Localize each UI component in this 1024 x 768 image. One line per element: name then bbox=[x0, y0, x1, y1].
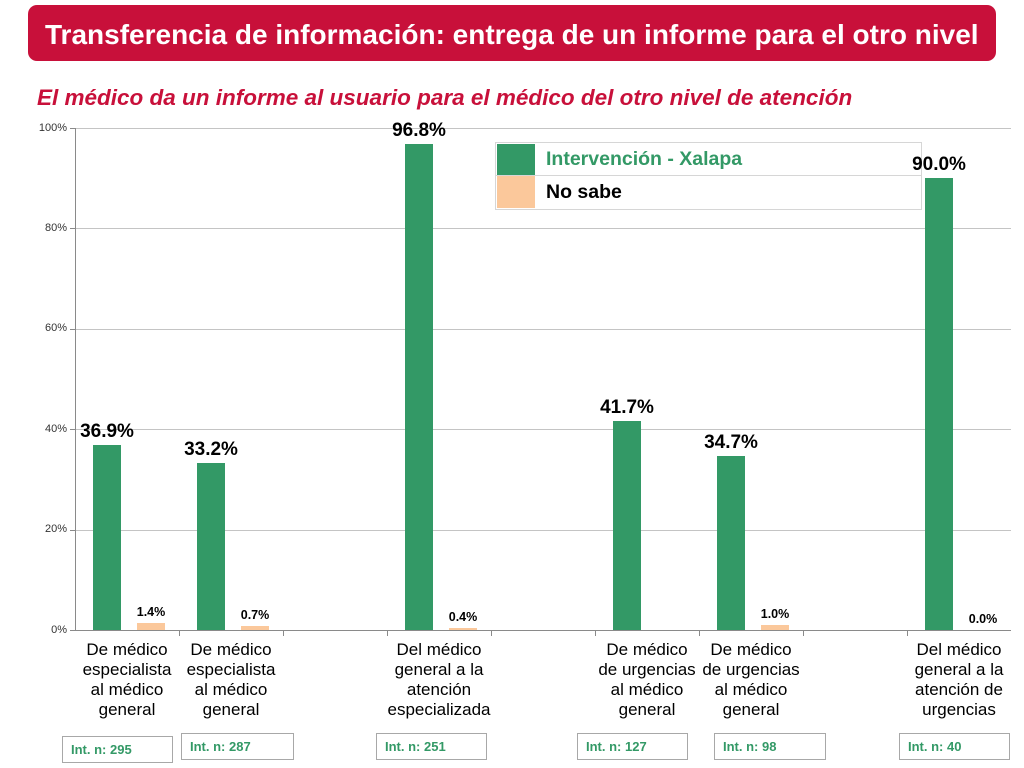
legend-item-intervencion-xalapa: Intervención - Xalapa bbox=[496, 143, 921, 176]
y-tick-label-20: 20% bbox=[44, 523, 67, 536]
x-tick-mark-5 bbox=[595, 630, 596, 636]
bar-intervencion-xalapa-2 bbox=[197, 463, 225, 630]
y-tick-mark-0 bbox=[70, 630, 75, 631]
y-tick-mark-80 bbox=[70, 228, 75, 230]
sample-size-box-5: Int. n: 98 bbox=[714, 733, 826, 760]
y-tick-mark-20 bbox=[70, 529, 75, 531]
y-tick-label-80: 80% bbox=[44, 221, 67, 234]
value-label-no-sabe-9: 0.0% bbox=[968, 612, 998, 626]
category-label-9: Del médico general a la atención de urge… bbox=[914, 640, 1004, 719]
bar-no-sabe-2 bbox=[241, 626, 269, 630]
x-tick-mark-2 bbox=[283, 630, 284, 636]
y-tick-mark-40 bbox=[70, 429, 75, 431]
x-tick-mark-3 bbox=[387, 630, 388, 636]
bar-intervencion-xalapa-4 bbox=[405, 144, 433, 630]
slide-title: Transferencia de información: entrega de… bbox=[45, 19, 979, 50]
bar-intervencion-xalapa-6 bbox=[613, 420, 641, 630]
y-tick-mark-100 bbox=[70, 128, 75, 129]
value-label-intervencion-xalapa-2: 33.2% bbox=[184, 439, 238, 461]
sample-size-box-1: Int. n: 295 bbox=[62, 736, 173, 763]
bar-no-sabe-7 bbox=[761, 624, 789, 630]
bar-no-sabe-4 bbox=[449, 627, 477, 630]
sample-size-box-3: Int. n: 251 bbox=[376, 733, 487, 760]
legend-swatch-no-sabe bbox=[497, 176, 535, 208]
x-tick-mark-1 bbox=[179, 630, 180, 636]
x-tick-mark-8 bbox=[907, 630, 908, 636]
y-tick-label-100: 100% bbox=[38, 121, 67, 134]
legend-swatch-intervencion-xalapa bbox=[497, 144, 535, 175]
value-label-intervencion-xalapa-6: 41.7% bbox=[600, 396, 654, 418]
category-label-6: De médico de urgencias al médico general bbox=[598, 640, 696, 719]
gridline-20 bbox=[75, 529, 1011, 531]
legend-item-no-sabe: No sabe bbox=[496, 176, 921, 209]
bar-chart-plot-area: 0% 20% 40% 60% 80% 100% 36.9% 33.2% 96.8% 41.7% 34… bbox=[39, 120, 1011, 719]
y-axis-line bbox=[75, 128, 76, 631]
category-label-2: De médico especialista al médico general bbox=[186, 640, 276, 719]
x-tick-mark-6 bbox=[699, 630, 700, 636]
chart-legend: Intervención - Xalapa No sabe bbox=[495, 142, 922, 210]
value-label-intervencion-xalapa-9: 90.0% bbox=[912, 154, 966, 176]
x-tick-mark-4 bbox=[491, 630, 492, 636]
chart-title: El médico da un informe al usuario para … bbox=[37, 85, 853, 110]
y-tick-label-40: 40% bbox=[44, 422, 67, 435]
title-banner: Transferencia de información: entrega de… bbox=[28, 5, 996, 61]
bar-intervencion-xalapa-7 bbox=[717, 455, 745, 630]
gridline-100 bbox=[75, 128, 1011, 129]
x-axis-line bbox=[75, 630, 1011, 631]
category-label-1: De médico especialista al médico general bbox=[82, 640, 172, 719]
value-label-no-sabe-1: 1.4% bbox=[136, 604, 166, 619]
sample-size-box-4: Int. n: 127 bbox=[577, 733, 688, 760]
value-label-intervencion-xalapa-7: 34.7% bbox=[704, 431, 758, 453]
x-tick-mark-7 bbox=[803, 630, 804, 636]
bar-intervencion-xalapa-1 bbox=[93, 444, 121, 630]
value-label-intervencion-xalapa-1: 36.9% bbox=[80, 420, 134, 442]
value-label-no-sabe-2: 0.7% bbox=[240, 608, 270, 623]
gridline-80 bbox=[75, 228, 1011, 230]
category-label-4: Del médico general a la atención especia… bbox=[387, 640, 491, 719]
sample-size-box-6: Int. n: 40 bbox=[899, 733, 1010, 760]
bar-no-sabe-1 bbox=[137, 622, 165, 630]
y-tick-label-0: 0% bbox=[51, 623, 67, 636]
value-label-intervencion-xalapa-4: 96.8% bbox=[392, 120, 446, 142]
category-label-7: De médico de urgencias al médico general bbox=[702, 640, 800, 719]
value-label-no-sabe-7: 1.0% bbox=[760, 606, 790, 621]
bar-intervencion-xalapa-9 bbox=[925, 178, 953, 630]
value-label-no-sabe-4: 0.4% bbox=[448, 609, 478, 624]
sample-size-box-2: Int. n: 287 bbox=[181, 733, 294, 760]
y-tick-mark-60 bbox=[70, 328, 75, 330]
gridline-40 bbox=[75, 429, 1011, 431]
y-tick-label-60: 60% bbox=[44, 322, 67, 335]
gridline-60 bbox=[75, 328, 1011, 330]
legend-label-no-sabe: No sabe bbox=[546, 181, 622, 203]
legend-label-intervencion-xalapa: Intervención - Xalapa bbox=[546, 148, 743, 170]
